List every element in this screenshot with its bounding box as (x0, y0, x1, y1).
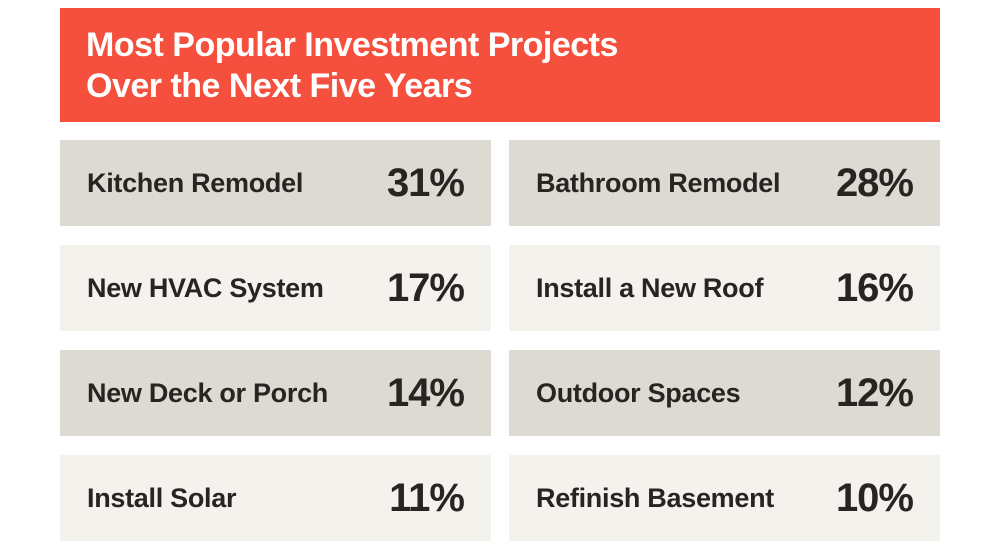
project-label: Outdoor Spaces (536, 377, 741, 408)
project-percent: 16% (835, 265, 914, 310)
project-label: Install a New Roof (536, 272, 764, 303)
project-card-outdoor-spaces: Outdoor Spaces 12% (509, 350, 940, 436)
project-card-kitchen-remodel: Kitchen Remodel 31% (60, 140, 491, 226)
project-percent: 10% (835, 475, 914, 520)
project-percent: 28% (835, 160, 914, 205)
project-card-bathroom-remodel: Bathroom Remodel 28% (509, 140, 940, 226)
page-title-line2: Over the Next Five Years (86, 66, 473, 105)
project-percent: 12% (835, 370, 914, 415)
infographic: Most Popular Investment Projects Over th… (60, 8, 940, 541)
project-label: Kitchen Remodel (87, 167, 304, 198)
project-card-new-deck-or-porch: New Deck or Porch 14% (60, 350, 491, 436)
project-card-refinish-basement: Refinish Basement 10% (509, 455, 940, 541)
projects-grid: Kitchen Remodel 31% Bathroom Remodel 28%… (60, 140, 940, 541)
page-title-line1: Most Popular Investment Projects (86, 26, 618, 64)
project-percent: 11% (389, 475, 465, 520)
header-banner: Most Popular Investment Projects Over th… (60, 8, 940, 122)
project-label: Install Solar (87, 482, 237, 513)
project-card-install-a-new-roof: Install a New Roof 16% (509, 245, 940, 331)
project-percent: 31% (386, 160, 465, 205)
project-label: New HVAC System (87, 272, 324, 303)
page-title: Most Popular Investment Projects Over th… (86, 25, 940, 107)
project-label: Refinish Basement (536, 482, 774, 513)
project-percent: 17% (386, 265, 465, 310)
project-label: New Deck or Porch (87, 377, 328, 408)
project-card-install-solar: Install Solar 11% (60, 455, 491, 541)
project-card-new-hvac-system: New HVAC System 17% (60, 245, 491, 331)
project-label: Bathroom Remodel (536, 167, 781, 198)
project-percent: 14% (386, 370, 465, 415)
